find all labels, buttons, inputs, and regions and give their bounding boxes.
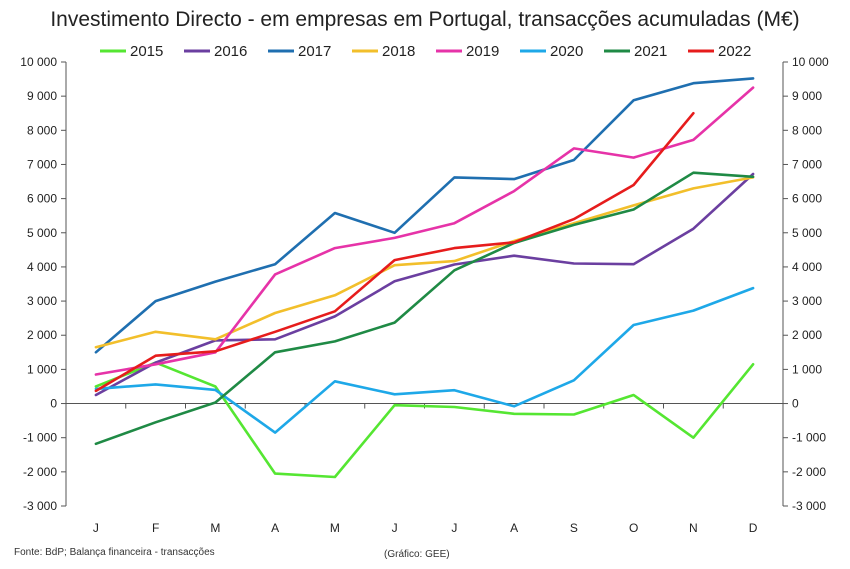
y-tick-label-right: -3 000: [792, 499, 826, 513]
source-note: Fonte: BdP; Balança financeira - transac…: [14, 547, 215, 558]
y-tick-label-left: 5 000: [27, 226, 57, 240]
x-tick-label: J: [392, 521, 398, 535]
y-tick-label-left: 10 000: [20, 55, 57, 69]
y-tick-label-right: 9 000: [792, 89, 822, 103]
y-tick-label-right: 10 000: [792, 55, 829, 69]
series-line-2018: [94, 176, 755, 349]
legend-label-2015: 2015: [130, 43, 163, 60]
x-tick-label: M: [330, 521, 340, 535]
series-line-2022: [94, 111, 695, 393]
x-tick-label: A: [510, 521, 518, 535]
x-tick-label: D: [749, 521, 758, 535]
series-line-2017: [94, 77, 755, 354]
chart-title: Investimento Directo - em empresas em Po…: [50, 8, 800, 31]
y-tick-label-right: 6 000: [792, 192, 822, 206]
chart-ticks: 10 000 10 000 9 000 9 000 8 000 8 000 7 000 7 0…: [20, 55, 829, 535]
x-tick-label: M: [210, 521, 220, 535]
legend-label-2021: 2021: [634, 43, 667, 60]
y-tick-label-right: 3 000: [792, 294, 822, 308]
y-tick-label-right: 0: [792, 397, 799, 411]
legend-label-2018: 2018: [382, 43, 415, 60]
chart-axes: [65, 62, 784, 506]
series-line-2019: [94, 86, 755, 376]
credit-note: (Gráfico: GEE): [384, 549, 450, 560]
y-tick-label-left: 9 000: [27, 89, 57, 103]
y-tick-label-left: 2 000: [27, 328, 57, 342]
y-tick-label-left: 0: [50, 397, 57, 411]
x-tick-label: F: [152, 521, 159, 535]
x-tick-label: J: [451, 521, 457, 535]
legend-label-2022: 2022: [718, 43, 751, 60]
y-tick-label-left: 4 000: [27, 260, 57, 274]
y-tick-label-right: 4 000: [792, 260, 822, 274]
x-tick-label: N: [689, 521, 698, 535]
x-tick-label: O: [629, 521, 638, 535]
series-line-2020: [94, 286, 755, 434]
y-tick-label-left: 7 000: [27, 157, 57, 171]
y-tick-label-right: 2 000: [792, 328, 822, 342]
y-tick-label-left: 8 000: [27, 123, 57, 137]
legend-label-2016: 2016: [214, 43, 247, 60]
legend-label-2017: 2017: [298, 43, 331, 60]
series-line-2015: [94, 361, 755, 479]
legend-label-2019: 2019: [466, 43, 499, 60]
x-tick-label: A: [271, 521, 279, 535]
plot-area: [94, 77, 755, 479]
y-tick-label-right: -2 000: [792, 465, 826, 479]
y-tick-label-right: 1 000: [792, 362, 822, 376]
series-line-2021: [94, 171, 755, 446]
legend-label-2020: 2020: [550, 43, 583, 60]
y-tick-label-left: -1 000: [23, 431, 57, 445]
series-line-2016: [94, 172, 755, 397]
y-tick-label-right: 7 000: [792, 157, 822, 171]
y-tick-label-left: -3 000: [23, 499, 57, 513]
y-tick-label-left: -2 000: [23, 465, 57, 479]
y-tick-label-left: 1 000: [27, 362, 57, 376]
x-tick-label: J: [93, 521, 99, 535]
y-tick-label-right: -1 000: [792, 431, 826, 445]
legend: 2015 2016 2017 2018 2019 2020 2021 2022: [100, 43, 751, 60]
x-tick-label: S: [570, 521, 578, 535]
y-tick-label-left: 3 000: [27, 294, 57, 308]
y-tick-label-left: 6 000: [27, 192, 57, 206]
y-tick-label-right: 5 000: [792, 226, 822, 240]
y-tick-label-right: 8 000: [792, 123, 822, 137]
